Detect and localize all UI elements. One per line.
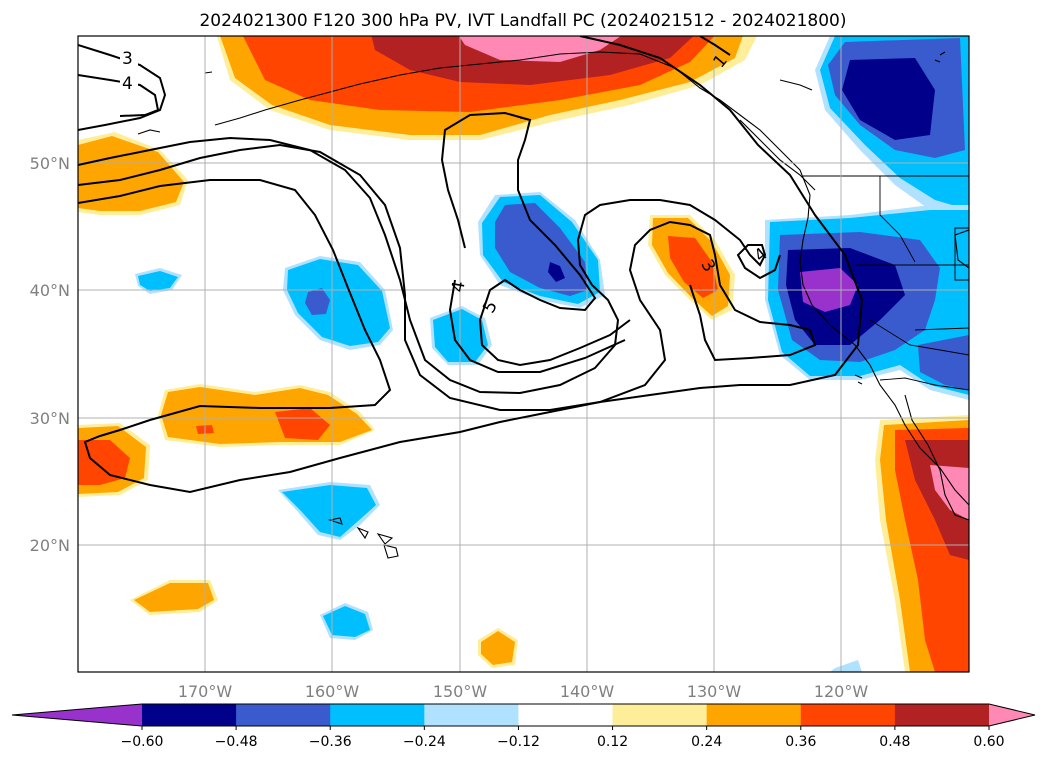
x-tick-label: 120°W <box>814 682 869 701</box>
colorbar-segment <box>612 704 708 726</box>
colorbar-tick-label: −0.24 <box>403 734 446 750</box>
anomaly-hawaii-negative <box>282 485 376 537</box>
anomaly-hawaii-negative <box>830 660 862 672</box>
colorbar: −0.60 −0.48 −0.36 −0.24 −0.12 0.12 0.24 0.36 0.4… <box>11 703 1036 750</box>
anomaly-aleutian-positive <box>459 36 621 62</box>
y-tick-labels: 20°N 30°N 40°N 50°N <box>30 154 70 555</box>
colorbar-extend-high <box>989 704 1035 726</box>
y-tick-label: 40°N <box>30 281 70 300</box>
pv-contour-1 <box>699 36 731 56</box>
anomaly-subtropical-positive <box>481 631 515 665</box>
anomaly-central-pacific-negative <box>305 288 330 315</box>
pv-contour-5 <box>440 111 631 367</box>
y-tick-label: 50°N <box>30 154 70 173</box>
anomaly-gulf-of-alaska-negative <box>495 203 588 296</box>
map-frame <box>77 35 970 673</box>
x-tick-label: 130°W <box>687 682 742 701</box>
anomaly-mexico-positive <box>930 465 969 520</box>
colorbar-segment <box>518 704 614 726</box>
colorbar-tick-label: −0.60 <box>121 734 164 750</box>
anomaly-subtropical-positive <box>275 408 330 440</box>
anomaly-gulf-of-alaska-negative <box>548 262 565 282</box>
anomaly-central-pacific-negative <box>138 271 178 291</box>
anomaly-subtropical-positive <box>78 440 130 485</box>
x-tick-label: 160°W <box>305 682 360 701</box>
x-tick-label: 170°W <box>178 682 233 701</box>
anomaly-subtropical-positive <box>134 583 214 612</box>
colorbar-tick-label: 0.12 <box>597 734 628 750</box>
contour-label: 4 <box>448 280 470 294</box>
colorbar-tick-label: −0.48 <box>215 734 258 750</box>
contour-label: 3 <box>122 49 133 69</box>
political-borders <box>803 175 969 391</box>
colorbar-tick-label: 0.36 <box>785 734 816 750</box>
pv-contour-5 <box>448 279 626 373</box>
contour-label: 4 <box>122 74 133 94</box>
anomaly-subtropical-positive <box>78 136 184 211</box>
colorbar-segment <box>424 704 519 726</box>
chart-title: 2024021300 F120 300 hPa PV, IVT Landfall… <box>199 11 846 31</box>
colorbar-segment <box>236 704 331 726</box>
colorbar-extend-low <box>12 704 142 726</box>
x-tick-label: 150°W <box>433 682 488 701</box>
colorbar-tick-label: −0.12 <box>497 734 540 750</box>
colorbar-tick-label: 0.60 <box>973 734 1004 750</box>
x-tick-labels: 170°W 160°W 150°W 140°W 130°W 120°W <box>178 682 869 701</box>
pv-contour-4 <box>78 74 160 117</box>
map-panel: 3 4 1 4 3 4 5 <box>78 36 969 672</box>
pv-contour-1 <box>78 36 864 494</box>
y-tick-label: 30°N <box>30 409 70 428</box>
x-tick-label: 140°W <box>560 682 615 701</box>
colorbar-segment <box>800 704 896 726</box>
colorbar-tick-label: −0.36 <box>309 734 352 750</box>
colorbar-segment <box>142 704 237 726</box>
colorbar-tick-label: 0.24 <box>691 734 722 750</box>
pv-contour-3 <box>78 143 817 411</box>
anomaly-northwest-canada-negative <box>842 58 935 140</box>
pv-contours <box>78 36 864 494</box>
colorbar-segment <box>706 704 802 726</box>
y-tick-label: 20°N <box>30 536 70 555</box>
colorbar-segment <box>894 704 990 726</box>
anomaly-central-pacific-negative <box>287 259 390 346</box>
anomaly-ne-pacific-positive <box>668 236 718 298</box>
pv-contour-4 <box>78 136 781 395</box>
colorbar-tick-label: 0.48 <box>879 734 910 750</box>
anomaly-hawaii-negative <box>323 606 370 637</box>
ivt-shading <box>78 36 969 672</box>
colorbar-segment <box>330 704 425 726</box>
